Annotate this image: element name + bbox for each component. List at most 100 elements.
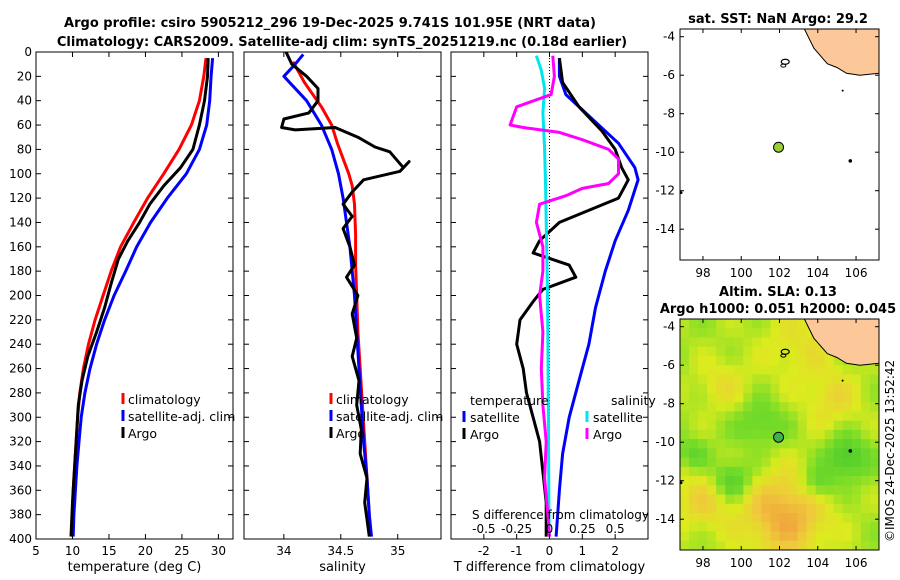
- sla-cell: [824, 374, 835, 385]
- sla-cell: [779, 540, 790, 550]
- sla-cell: [725, 448, 735, 459]
- sla-cell: [788, 411, 799, 422]
- x-tick-label: 98: [695, 556, 710, 570]
- sla-cell: [869, 522, 879, 533]
- sla-cell: [788, 365, 799, 376]
- sla-cell: [761, 355, 772, 366]
- sla-cell: [806, 355, 817, 366]
- x-tick-label: 1: [579, 544, 587, 558]
- sla-cell: [779, 466, 790, 477]
- legend-label: Argo: [593, 427, 622, 442]
- sla-cell: [743, 337, 753, 348]
- sla-cell: [743, 457, 753, 468]
- sla-cell: [743, 328, 753, 339]
- sla-cell: [860, 485, 871, 496]
- x-tick-label: 102: [768, 266, 791, 280]
- sla-cell: [833, 383, 844, 394]
- sla-cell: [698, 346, 708, 357]
- imos-watermark: ©IMOS 24-Dec-2025 13:52:42: [883, 360, 897, 542]
- sla-cell: [689, 531, 699, 542]
- sla-cell: [752, 420, 763, 431]
- sla-cell: [680, 328, 690, 339]
- sla-cell: [806, 411, 817, 422]
- sla-cell: [833, 402, 844, 412]
- sla-cell: [707, 522, 717, 533]
- land-mass: [803, 29, 879, 76]
- sla-cell: [734, 365, 744, 376]
- sla-cell: [725, 420, 735, 431]
- sla-cell: [707, 448, 717, 459]
- map-content: [680, 29, 879, 195]
- sla-cell: [680, 392, 690, 403]
- sla-cell: [761, 429, 772, 440]
- sla-cell: [779, 420, 790, 431]
- sla-cell: [860, 522, 871, 533]
- sla-cell: [725, 402, 735, 412]
- sla-cell: [698, 503, 708, 514]
- sla-cell: [716, 337, 726, 348]
- sla-cell: [698, 485, 708, 496]
- sla-cell: [860, 494, 871, 505]
- sla-cell: [842, 383, 853, 394]
- sla-cell: [725, 355, 735, 366]
- y-tick-label: 340: [9, 459, 32, 473]
- series-line-3: [508, 55, 620, 537]
- sla-cell: [689, 402, 699, 412]
- x-tick-label: 98: [695, 266, 710, 280]
- sla-cell: [869, 429, 879, 440]
- island-christmas: [848, 449, 853, 453]
- sla-cell: [770, 402, 781, 412]
- sla-cell: [815, 457, 826, 468]
- island-dot: [841, 379, 844, 382]
- sla-cell: [788, 513, 799, 523]
- sla-cell: [752, 383, 763, 394]
- sla-cell: [806, 392, 817, 403]
- x-axis-label: temperature (deg C): [68, 560, 202, 575]
- sla-cell: [761, 503, 772, 514]
- sla-cell: [806, 531, 817, 542]
- sla-cell: [689, 383, 699, 394]
- y-tick-label: -14: [655, 512, 675, 526]
- sla-cell: [815, 355, 826, 366]
- sla-cell: [716, 328, 726, 339]
- sla-cell: [797, 420, 808, 431]
- sla-cell: [680, 494, 690, 505]
- y-tick-label: 140: [9, 215, 32, 229]
- sla-cell: [725, 466, 735, 477]
- y-tick-label: -12: [655, 184, 675, 198]
- sla-cell: [743, 448, 753, 459]
- sla-cell: [725, 457, 735, 468]
- sla-cell: [680, 485, 690, 496]
- sla-cell: [815, 346, 826, 357]
- sla-cell: [734, 522, 744, 533]
- y-tick-label: 280: [9, 386, 32, 400]
- sla-cell: [824, 457, 835, 468]
- y-tick-label: -6: [663, 358, 675, 372]
- sla-cell: [716, 392, 726, 403]
- sla-cell: [824, 420, 835, 431]
- sla-cell: [851, 503, 862, 514]
- sla-cell: [806, 374, 817, 385]
- sla-cell: [725, 531, 735, 542]
- sla-cell: [770, 439, 781, 449]
- sla-cell: [680, 503, 690, 514]
- x-tick-label: 15: [101, 544, 116, 558]
- sla-cell: [869, 411, 879, 422]
- sla-cell: [689, 319, 699, 329]
- sla-cell: [716, 374, 726, 385]
- profile-marker: [773, 431, 785, 443]
- sla-cell: [716, 540, 726, 550]
- sla-cell: [860, 429, 871, 440]
- sla-cell: [743, 346, 753, 357]
- x-tick-label-top: 0: [546, 522, 554, 536]
- sla-cell: [797, 355, 808, 366]
- sla-cell: [761, 540, 772, 550]
- sla-cell: [788, 457, 799, 468]
- sla-cell: [851, 439, 862, 449]
- sla-cell: [869, 392, 879, 403]
- sla-cell: [734, 513, 744, 523]
- sla-cell: [860, 466, 871, 477]
- x-tick-label: 2: [611, 544, 619, 558]
- sla-cell: [689, 522, 699, 533]
- sla-cell: [716, 420, 726, 431]
